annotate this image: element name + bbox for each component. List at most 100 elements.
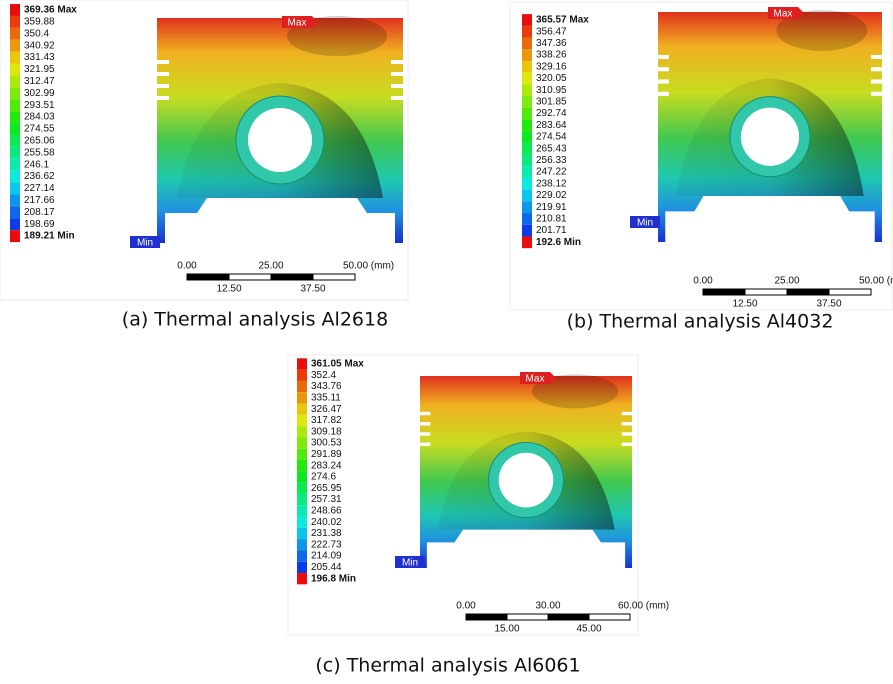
legend-swatch	[297, 517, 307, 528]
ring-groove	[420, 432, 430, 435]
ring-groove	[622, 422, 632, 425]
legend-swatch	[10, 40, 20, 52]
legend-label: 192.6 Min	[536, 237, 581, 248]
scale-label: 37.50	[816, 299, 841, 310]
legend-label: 312.47	[24, 76, 55, 87]
legend-label: 247.22	[536, 167, 567, 178]
legend-swatch	[297, 460, 307, 471]
legend-label: 205.44	[311, 562, 342, 573]
legend-swatch	[10, 159, 20, 171]
legend-label: 274.6	[311, 472, 336, 483]
legend-swatch	[10, 99, 20, 111]
legend-swatch	[522, 49, 532, 61]
legend-swatch	[297, 483, 307, 494]
ring-groove	[871, 67, 882, 71]
legend-label: 343.76	[311, 381, 342, 392]
marker-label: Max	[526, 374, 545, 385]
legend-label: 222.73	[311, 539, 342, 550]
legend-swatch	[522, 14, 532, 26]
caption: (a) Thermal analysis Al2618	[122, 309, 388, 331]
legend-label: 256.33	[536, 155, 567, 166]
legend-label: 369.36 Max	[24, 5, 77, 16]
legend-label: 265.06	[24, 136, 55, 147]
legend-swatch	[10, 87, 20, 99]
pin-hole	[499, 453, 554, 508]
legend-swatch	[522, 213, 532, 225]
scale-label: 25.00	[774, 276, 799, 287]
legend-label: 293.51	[24, 100, 55, 111]
legend-swatch	[522, 201, 532, 213]
ring-groove	[622, 412, 632, 415]
legend-swatch	[522, 96, 532, 108]
scale-segment	[703, 289, 745, 295]
legend-swatch	[522, 84, 532, 96]
legend-label: 292.74	[536, 108, 567, 119]
legend-label: 347.36	[536, 38, 567, 49]
ring-groove	[871, 79, 882, 83]
legend-swatch	[10, 206, 20, 218]
legend-label: 201.71	[536, 225, 567, 236]
legend-swatch	[297, 381, 307, 392]
legend-label: 217.66	[24, 195, 55, 206]
legend-swatch	[522, 143, 532, 155]
legend-label: 321.95	[24, 64, 55, 75]
ring-groove	[157, 96, 169, 100]
scale-label: 12.50	[732, 299, 757, 310]
marker-label: Max	[774, 9, 793, 20]
legend-swatch	[297, 539, 307, 550]
legend-label: 240.02	[311, 517, 342, 528]
legend-label: 265.43	[536, 143, 567, 154]
legend-label: 246.1	[24, 159, 49, 170]
legend-swatch	[297, 528, 307, 539]
ring-groove	[658, 67, 669, 71]
legend-swatch	[522, 38, 532, 50]
marker-label: Min	[137, 238, 153, 249]
ring-groove	[391, 72, 403, 76]
marker-label: Max	[288, 18, 307, 29]
legend-label: 309.18	[311, 426, 342, 437]
legend-label: 301.85	[536, 97, 567, 108]
ring-groove	[871, 55, 882, 59]
legend-swatch	[522, 225, 532, 237]
legend-swatch	[10, 4, 20, 16]
scale-segment	[548, 614, 589, 620]
ring-groove	[420, 443, 430, 446]
legend-label: 248.66	[311, 506, 342, 517]
ring-groove	[157, 60, 169, 64]
legend-label: 219.91	[536, 202, 567, 213]
scale-label: 37.50	[300, 284, 325, 295]
legend-label: 302.99	[24, 88, 55, 99]
scale-label: 45.00	[576, 624, 601, 635]
legend-swatch	[297, 392, 307, 403]
legend-swatch	[297, 449, 307, 460]
ring-groove	[658, 92, 669, 96]
caption: (b) Thermal analysis Al4032	[567, 311, 834, 333]
legend-swatch	[297, 562, 307, 573]
legend-label: 189.21 Min	[24, 231, 75, 242]
scale-segment	[313, 274, 355, 280]
legend-label: 338.26	[536, 50, 567, 61]
legend-swatch	[297, 404, 307, 415]
pin-hole	[248, 108, 312, 172]
legend-label: 283.24	[311, 460, 342, 471]
scale-label: 50.00 (mm)	[859, 276, 893, 287]
legend-label: 265.95	[311, 483, 342, 494]
legend-label: 356.47	[536, 26, 567, 37]
legend-swatch	[297, 437, 307, 448]
ring-groove	[391, 96, 403, 100]
legend-swatch	[10, 135, 20, 147]
legend-label: 196.8 Min	[311, 573, 356, 584]
ring-groove	[622, 443, 632, 446]
figure: MaxMin369.36 Max359.88350.4340.92331.433…	[0, 0, 893, 684]
legend-label: 326.47	[311, 404, 342, 415]
ring-groove	[391, 60, 403, 64]
ring-groove	[391, 84, 403, 88]
ring-groove	[658, 55, 669, 59]
scale-label: 0.00	[456, 601, 476, 612]
legend-label: 236.62	[24, 171, 55, 182]
ring-groove	[157, 84, 169, 88]
legend-label: 283.64	[536, 120, 567, 131]
legend-swatch	[297, 550, 307, 561]
legend-swatch	[522, 236, 532, 248]
